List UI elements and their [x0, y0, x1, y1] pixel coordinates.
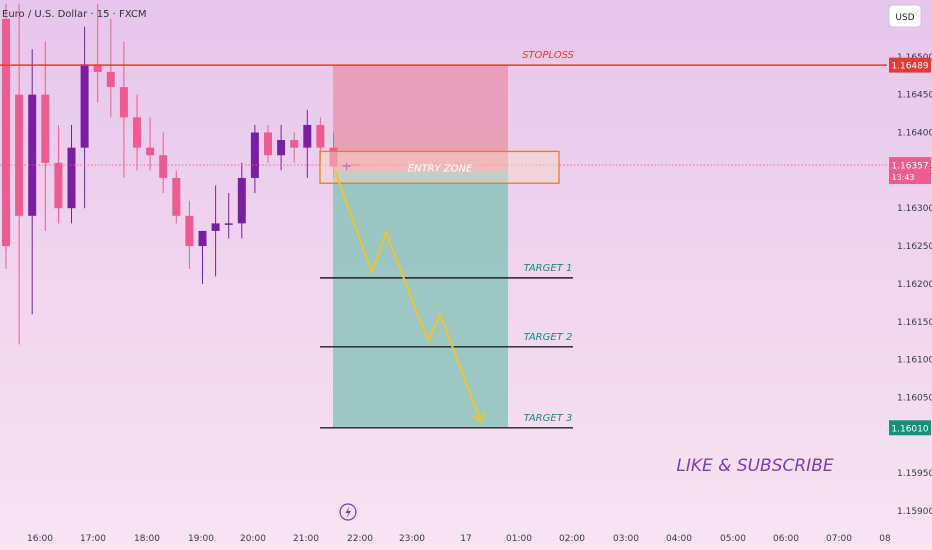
- candle-body: [93, 64, 102, 72]
- target-zone: [333, 171, 508, 428]
- candle-body: [342, 165, 351, 167]
- target-label: TARGET 3: [524, 413, 573, 424]
- price-tick: 1.16300: [897, 204, 932, 214]
- lightning-icon[interactable]: [339, 503, 357, 521]
- entry-zone-box: [319, 150, 560, 184]
- candle-body: [41, 94, 50, 163]
- time-tick: 02:00: [559, 534, 585, 544]
- time-tick: 01:00: [506, 534, 532, 544]
- time-tick: 19:00: [188, 534, 214, 544]
- stoploss-price-tag-bg: [889, 57, 931, 73]
- candle-body: [303, 124, 312, 148]
- annotations: ENTRY ZONE: [319, 150, 560, 424]
- target3-price-tag: 1.16010: [889, 420, 931, 436]
- candle-body: [264, 132, 272, 156]
- time-tick: 20:00: [240, 534, 266, 544]
- time-tick: 23:00: [399, 534, 425, 544]
- candle-body: [198, 230, 207, 247]
- entry-zone-label: ENTRY ZONE: [408, 163, 473, 174]
- candle-body: [250, 132, 259, 178]
- candle-body: [277, 140, 286, 156]
- candle-body: [80, 64, 89, 148]
- time-tick: 16:00: [27, 534, 53, 544]
- chart-title: Euro / U.S. Dollar · 15 · FXCM: [2, 9, 147, 20]
- current-price-tag-bg: [889, 157, 931, 185]
- candle-body: [146, 147, 155, 156]
- arrow-head: [471, 411, 486, 424]
- candle-body: [237, 177, 246, 224]
- price-tick: 1.15900: [897, 507, 932, 517]
- candle-body: [15, 94, 24, 216]
- candle-body: [224, 223, 233, 225]
- time-tick: 07:00: [826, 534, 852, 544]
- time-tick: 08: [879, 534, 891, 544]
- price-tick: 1.16100: [897, 356, 932, 366]
- time-tick: 17:00: [80, 534, 106, 544]
- current-price-countdown: 13:43: [891, 173, 914, 182]
- candle-body: [290, 140, 299, 148]
- price-tick: 1.16050: [897, 394, 932, 404]
- candle-body: [2, 18, 10, 247]
- candle-body: [54, 162, 63, 209]
- candle-body: [316, 124, 325, 148]
- time-tick: 03:00: [613, 534, 639, 544]
- price-tick: 1.16450: [897, 91, 932, 101]
- candle-body: [159, 155, 168, 178]
- target3-price-tag-bg: [889, 420, 931, 436]
- candle-body: [28, 94, 37, 216]
- stoploss-label: STOPLOSS: [522, 50, 574, 61]
- time-axis[interactable]: 16:00 17:00 18:00 19:00 20:00 21:00 22:00 23:00…: [27, 534, 891, 544]
- projection-arrow: [334, 170, 482, 423]
- time-tick: 17: [460, 534, 471, 544]
- stoploss-price-tag-text: 1.16489: [891, 62, 928, 72]
- price-axis[interactable]: 1.165001.164501.164001.163501.163001.162…: [889, 53, 932, 517]
- time-tick: 05:00: [720, 534, 746, 544]
- time-tick: 04:00: [666, 534, 692, 544]
- target3-price-tag-text: 1.16010: [891, 424, 928, 434]
- candle-body: [106, 71, 115, 88]
- price-tick: 1.16150: [897, 318, 932, 328]
- candle-body: [172, 177, 181, 216]
- time-tick: 06:00: [773, 534, 799, 544]
- price-tick: 1.16400: [897, 129, 932, 139]
- candle-body: [211, 223, 220, 231]
- candles: [2, 3, 351, 345]
- price-tick: 1.15950: [897, 469, 932, 479]
- candle-body: [185, 215, 194, 247]
- target-label: TARGET 2: [524, 332, 573, 343]
- target-label: TARGET 1: [524, 263, 573, 274]
- stoploss-zone: [333, 65, 508, 172]
- currency-label: USD: [895, 13, 914, 23]
- price-tick: 1.16200: [897, 280, 932, 290]
- subscribe-text: LIKE & SUBSCRIBE: [676, 456, 833, 476]
- candle-body: [67, 147, 76, 209]
- currency-button[interactable]: USD: [888, 4, 922, 28]
- time-tick: 18:00: [134, 534, 160, 544]
- candle-body: [133, 117, 141, 148]
- current-price-value: 1.16357: [891, 162, 928, 172]
- price-levels: STOPLOSS TARGET 1 TARGET 2 TARGET 3: [0, 50, 887, 429]
- price-tick: 1.16250: [897, 242, 932, 252]
- position-zones: [333, 65, 508, 428]
- candle-body: [119, 87, 128, 118]
- time-tick: 22:00: [347, 534, 373, 544]
- candle-body: [329, 147, 338, 167]
- time-tick: 21:00: [293, 534, 319, 544]
- stoploss-price-tag: 1.16489: [889, 57, 931, 73]
